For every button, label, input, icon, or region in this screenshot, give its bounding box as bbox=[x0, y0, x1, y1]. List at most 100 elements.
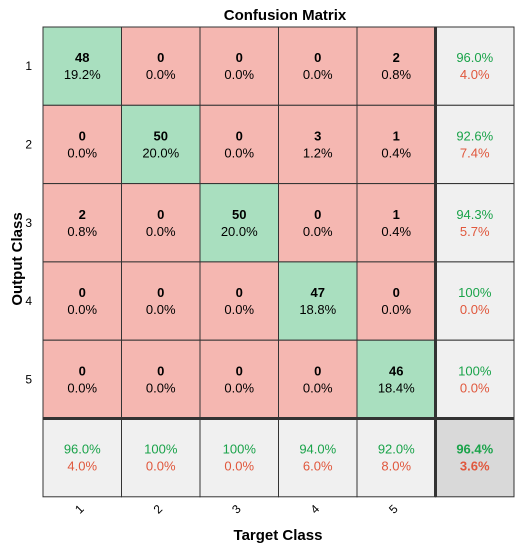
matrix-cell-error bbox=[121, 339, 201, 420]
matrix-cell-correct bbox=[356, 339, 436, 420]
matrix-cell-error bbox=[121, 26, 201, 106]
matrix-cell-correct bbox=[278, 261, 358, 341]
overall-correct: 96.4% bbox=[456, 442, 493, 457]
cell-percent: 0.0% bbox=[67, 145, 97, 160]
cell-percent: 0.8% bbox=[67, 224, 97, 239]
col-summary-cell bbox=[356, 418, 436, 498]
cell-percent: 0.0% bbox=[146, 224, 176, 239]
cell-percent: 20.0% bbox=[221, 224, 258, 239]
matrix-cell-error bbox=[199, 261, 279, 341]
cell-count: 0 bbox=[236, 50, 243, 65]
row-summary-error: 5.7% bbox=[460, 224, 490, 239]
row-summary-cell bbox=[435, 26, 515, 106]
cell-count: 2 bbox=[393, 50, 400, 65]
cell-count: 0 bbox=[157, 285, 164, 300]
cell-count: 0 bbox=[157, 363, 164, 378]
col-summary-error: 4.0% bbox=[67, 459, 97, 474]
cell-count: 0 bbox=[79, 128, 86, 143]
cell-percent: 0.0% bbox=[303, 224, 333, 239]
cell-count: 1 bbox=[393, 128, 400, 143]
col-summary-cell bbox=[278, 418, 358, 498]
matrix-cell-error bbox=[42, 104, 122, 185]
col-summary-correct: 100% bbox=[223, 442, 257, 457]
cell-count: 0 bbox=[157, 50, 164, 65]
cell-count: 0 bbox=[393, 285, 400, 300]
matrix-cell-error bbox=[121, 183, 201, 263]
cell-count: 0 bbox=[79, 285, 86, 300]
matrix-cell-correct bbox=[121, 104, 201, 185]
y-tick-label: 2 bbox=[25, 137, 32, 151]
row-summary-cell bbox=[435, 104, 515, 185]
cell-percent: 0.0% bbox=[146, 302, 176, 317]
row-summary-correct: 92.6% bbox=[456, 128, 493, 143]
col-summary-correct: 96.0% bbox=[64, 442, 101, 457]
matrix-cell-error bbox=[199, 26, 279, 106]
cell-count: 47 bbox=[311, 285, 325, 300]
cell-percent: 0.0% bbox=[224, 67, 254, 82]
matrix-cell-error bbox=[278, 26, 358, 106]
row-summary-cell bbox=[435, 261, 515, 341]
x-tick-label: 5 bbox=[386, 502, 401, 517]
matrix-cell-error bbox=[42, 183, 122, 263]
row-summary-correct: 96.0% bbox=[456, 50, 493, 65]
x-tick-label: 4 bbox=[308, 502, 323, 517]
matrix-cell-error bbox=[356, 26, 436, 106]
cell-count: 0 bbox=[236, 363, 243, 378]
row-summary-correct: 94.3% bbox=[456, 207, 493, 222]
x-axis-label: Target Class bbox=[234, 527, 323, 544]
cell-percent: 0.0% bbox=[224, 302, 254, 317]
cell-count: 50 bbox=[232, 207, 246, 222]
cell-count: 0 bbox=[314, 207, 321, 222]
col-summary-error: 0.0% bbox=[146, 459, 176, 474]
matrix-cell-error bbox=[278, 339, 358, 420]
cell-count: 2 bbox=[79, 207, 86, 222]
matrix-cell-correct bbox=[42, 26, 122, 106]
col-summary-correct: 100% bbox=[144, 442, 178, 457]
cell-percent: 18.4% bbox=[378, 380, 415, 395]
cell-percent: 20.0% bbox=[142, 145, 179, 160]
y-tick-label: 3 bbox=[25, 216, 32, 230]
cell-percent: 0.4% bbox=[381, 224, 411, 239]
matrix-cell-error bbox=[199, 104, 279, 185]
col-summary-cell bbox=[121, 418, 201, 498]
y-tick-label: 4 bbox=[25, 294, 32, 308]
cell-count: 0 bbox=[79, 363, 86, 378]
cell-count: 48 bbox=[75, 50, 89, 65]
cell-percent: 0.0% bbox=[146, 380, 176, 395]
col-summary-cell bbox=[42, 418, 122, 498]
matrix-cell-error bbox=[199, 339, 279, 420]
cell-percent: 0.0% bbox=[146, 67, 176, 82]
cell-percent: 18.8% bbox=[299, 302, 336, 317]
col-summary-correct: 92.0% bbox=[378, 442, 415, 457]
row-summary-correct: 100% bbox=[458, 363, 492, 378]
cell-percent: 0.8% bbox=[381, 67, 411, 82]
row-summary-error: 7.4% bbox=[460, 145, 490, 160]
matrix-cell-error bbox=[278, 104, 358, 185]
overall-error: 3.6% bbox=[460, 459, 490, 474]
cell-count: 1 bbox=[393, 207, 400, 222]
cell-percent: 0.0% bbox=[303, 67, 333, 82]
col-summary-error: 8.0% bbox=[381, 459, 411, 474]
y-tick-label: 5 bbox=[25, 372, 32, 386]
y-axis-label: Output Class bbox=[9, 212, 26, 305]
cell-count: 0 bbox=[314, 50, 321, 65]
row-summary-cell bbox=[435, 183, 515, 263]
matrix-cells: 4819.2%00.0%00.0%00.0%20.8%00.0%5020.0%0… bbox=[42, 26, 515, 498]
row-summary-error: 0.0% bbox=[460, 380, 490, 395]
cell-count: 46 bbox=[389, 363, 403, 378]
cell-percent: 0.0% bbox=[67, 302, 97, 317]
cell-count: 0 bbox=[236, 285, 243, 300]
cell-count: 3 bbox=[314, 128, 321, 143]
col-summary-correct: 94.0% bbox=[299, 442, 336, 457]
y-tick-label: 1 bbox=[25, 59, 32, 73]
matrix-cell-correct bbox=[199, 183, 279, 263]
cell-percent: 1.2% bbox=[303, 145, 333, 160]
matrix-cell-error bbox=[42, 261, 122, 341]
chart-title: Confusion Matrix bbox=[224, 7, 347, 24]
matrix-cell-error bbox=[42, 339, 122, 420]
row-summary-correct: 100% bbox=[458, 285, 492, 300]
cell-percent: 0.0% bbox=[67, 380, 97, 395]
x-tick-label: 3 bbox=[229, 502, 244, 517]
cell-percent: 19.2% bbox=[64, 67, 101, 82]
